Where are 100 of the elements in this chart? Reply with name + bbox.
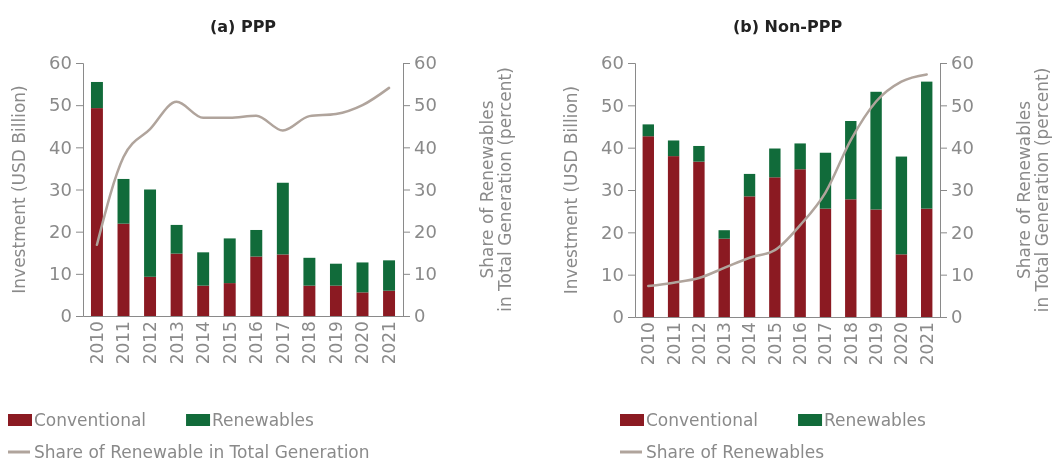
x-tick-label: 2010 — [638, 322, 659, 366]
bar — [743, 173, 756, 197]
chart-title: (b) Non-PPP — [732, 17, 843, 36]
x-tick-label: 2016 — [246, 321, 267, 365]
bar — [303, 285, 316, 316]
x-tick-label: 2011 — [113, 321, 134, 365]
y-tick-label: 60 — [49, 52, 72, 74]
legend-label: Share of Renewable in Total Generation — [34, 442, 370, 462]
bar — [895, 156, 908, 255]
y2-tick-label: 60 — [414, 52, 437, 74]
y-tick-label: 50 — [601, 94, 624, 116]
x-tick-label: 2019 — [866, 322, 887, 366]
x-tick-label: 2013 — [714, 322, 735, 366]
y2-axis-title: Share of Renewables in Total Generation (percent) — [476, 67, 516, 312]
y-tick-label: 0 — [60, 305, 72, 327]
bar — [693, 161, 705, 317]
bar — [383, 260, 396, 291]
x-tick-label: 2014 — [739, 322, 760, 366]
x-tick-label: 2015 — [764, 322, 785, 366]
bar — [845, 121, 857, 200]
bar — [250, 229, 263, 257]
x-tick-label: 2019 — [325, 321, 346, 365]
y2-tick-label: 0 — [414, 305, 426, 327]
bar — [718, 238, 730, 317]
bar — [356, 292, 369, 316]
bar — [743, 196, 756, 317]
x-tick-label: 2021 — [379, 321, 400, 365]
x-tick-label: 2011 — [663, 322, 684, 366]
bar — [921, 81, 933, 209]
line-series — [95, 86, 391, 246]
y2-tick-label: 50 — [414, 94, 437, 116]
y-tick-label: 40 — [49, 136, 72, 158]
bar — [870, 91, 882, 210]
bar — [769, 177, 781, 317]
bar — [117, 223, 130, 316]
bar — [819, 208, 832, 317]
bar — [170, 253, 183, 316]
bar — [794, 143, 806, 170]
line-series — [647, 73, 928, 288]
y2-tick-label: 20 — [414, 220, 437, 242]
x-tick-label: 2014 — [193, 321, 214, 365]
bar — [794, 169, 806, 317]
bar — [845, 199, 857, 317]
bar — [223, 238, 236, 284]
y2-tick-label: 0 — [951, 306, 963, 328]
y-tick-label: 10 — [601, 263, 624, 285]
chart-title: (a) PPP — [209, 17, 277, 36]
bar — [197, 252, 210, 286]
x-tick-label: 2017 — [272, 321, 293, 365]
y-tick-label: 40 — [601, 136, 624, 158]
y-tick-label: 30 — [49, 178, 72, 200]
x-tick-label: 2020 — [891, 322, 912, 366]
bar — [329, 263, 342, 286]
bar — [769, 148, 781, 178]
y-tick-label: 50 — [49, 94, 72, 116]
y-tick-label: 10 — [49, 263, 72, 285]
x-tick-label: 2021 — [916, 322, 937, 366]
legend-label: Renewables — [824, 410, 927, 430]
y2-tick-label: 20 — [951, 221, 974, 243]
bar — [667, 156, 680, 317]
bar — [90, 81, 103, 109]
legend-label: Share of Renewables — [646, 442, 825, 462]
bar — [642, 136, 654, 317]
x-tick-label: 2018 — [299, 321, 320, 365]
bar — [117, 178, 130, 224]
bar — [356, 262, 369, 293]
x-tick-label: 2017 — [815, 322, 836, 366]
bar — [383, 290, 396, 316]
y-axis-title: Investment (USD Billion) — [561, 85, 581, 295]
y2-tick-label: 30 — [414, 178, 437, 200]
bar — [329, 285, 342, 316]
y-tick-label: 30 — [601, 179, 624, 201]
y-axis-title: Investment (USD Billion) — [9, 85, 29, 294]
x-tick-label: 2018 — [840, 322, 861, 366]
bar — [895, 254, 908, 317]
bar — [276, 182, 289, 255]
bar — [642, 124, 654, 137]
y-tick-label: 60 — [601, 52, 624, 74]
bar — [197, 285, 210, 316]
x-tick-label: 2015 — [219, 321, 240, 365]
x-tick-label: 2016 — [790, 322, 811, 366]
bar — [170, 224, 183, 254]
bar — [303, 257, 316, 286]
x-tick-label: 2010 — [86, 321, 107, 365]
bar — [718, 230, 730, 239]
y2-tick-label: 30 — [951, 179, 974, 201]
bar — [223, 283, 236, 316]
x-tick-label: 2013 — [166, 321, 187, 365]
legend-label: Renewables — [212, 410, 315, 430]
y2-tick-label: 10 — [951, 263, 974, 285]
bar — [693, 145, 705, 162]
bar — [250, 256, 263, 316]
x-tick-label: 2012 — [140, 321, 160, 365]
y-tick-label: 0 — [612, 306, 624, 328]
bar — [870, 209, 882, 317]
y2-tick-label: 60 — [951, 52, 974, 74]
y2-tick-label: 10 — [414, 263, 437, 285]
bar — [90, 108, 103, 316]
x-tick-label: 2012 — [688, 322, 709, 366]
legend-label: Conventional — [646, 410, 759, 430]
